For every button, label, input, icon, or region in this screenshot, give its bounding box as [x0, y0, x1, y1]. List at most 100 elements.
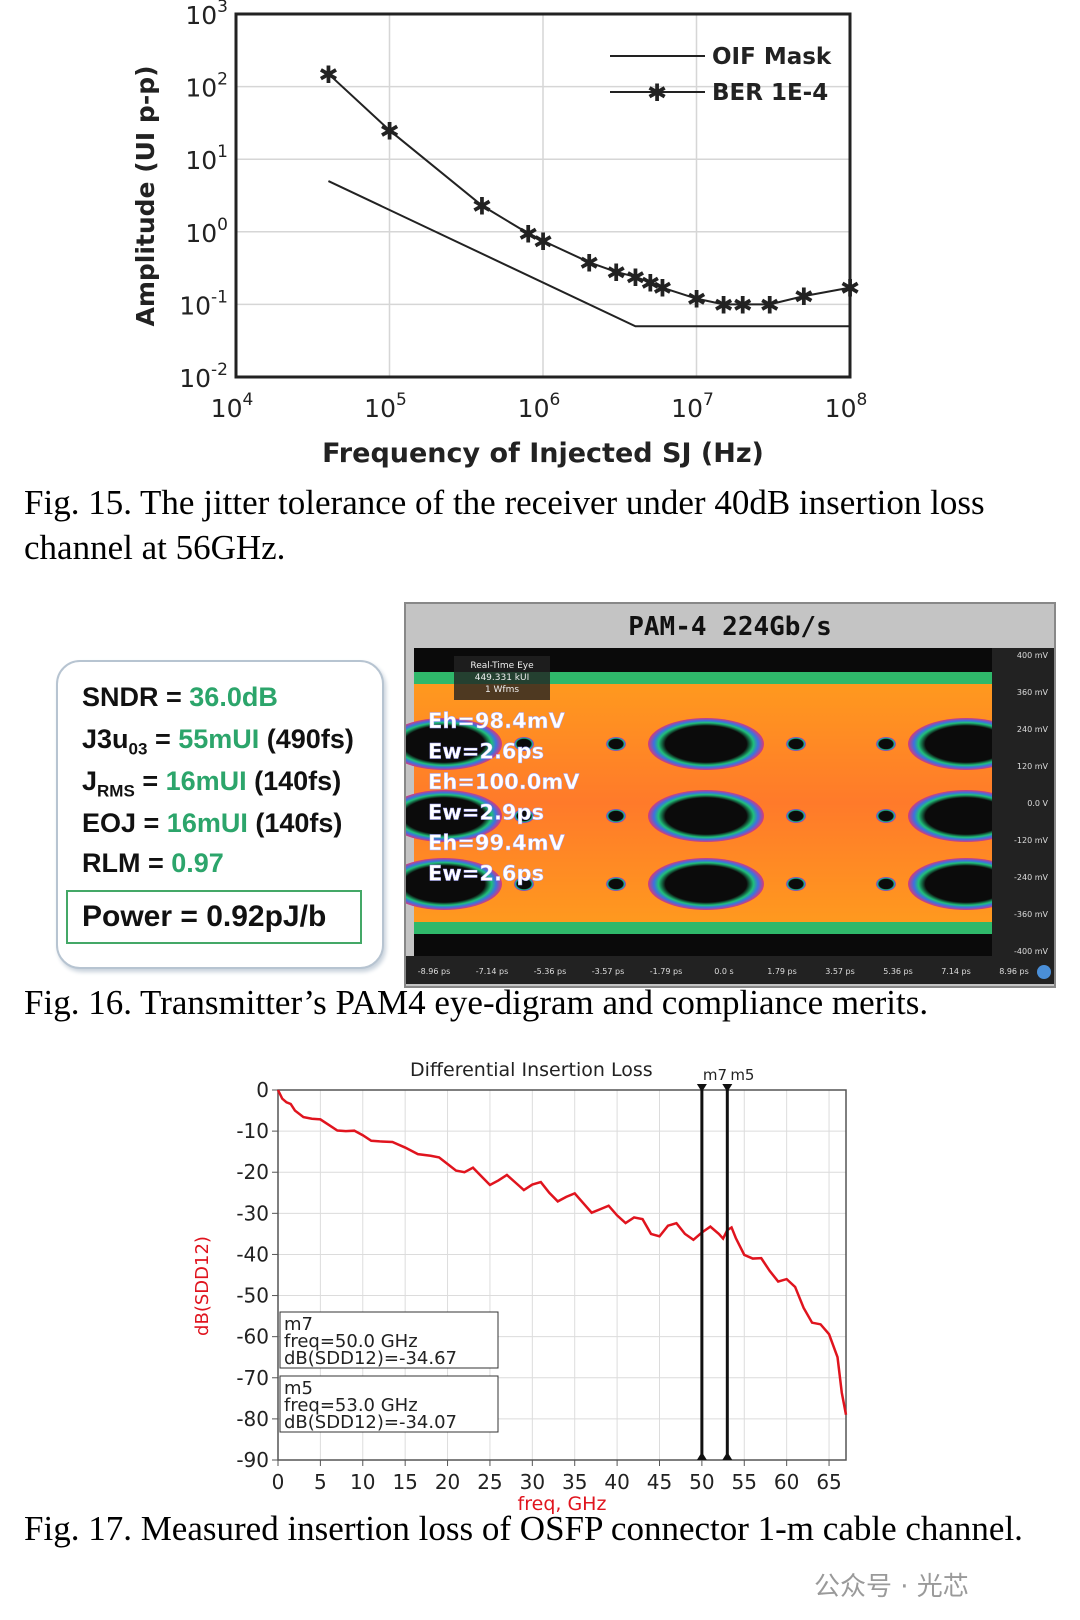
eye-right-axis — [992, 648, 1054, 956]
eye-crossing — [606, 877, 626, 891]
marker-name: m5 — [284, 1378, 313, 1399]
eye-x-tick-label: 8.96 ps — [999, 967, 1029, 976]
eye-x-tick-label: -8.96 ps — [418, 967, 451, 976]
x-axis-label: Frequency of Injected SJ (Hz) — [322, 438, 764, 469]
x-tick-label: 40 — [604, 1470, 629, 1494]
eye-crossing — [786, 877, 806, 891]
eye-y-ticks: 400 mV 360 mV 240 mV 120 mV 0.0 V -120 mV -240… — [1014, 651, 1048, 956]
legend-label-oif-mask: OIF Mask — [712, 44, 832, 70]
merit-rlm: RLM = 0.97 — [82, 848, 224, 878]
series-line-ber — [327, 73, 851, 306]
marker-label: m7 — [703, 1066, 727, 1084]
data-point-star: ✱ — [713, 291, 733, 319]
eye-x-tick-label: -7.14 ps — [476, 967, 509, 976]
eye-y-tick-label: -240 mV — [1014, 873, 1048, 882]
eye-diagram-title: PAM-4 224Gb/s — [628, 612, 832, 642]
x-tick-label: 0 — [272, 1470, 285, 1494]
data-point-star: ✱ — [379, 117, 399, 145]
eye-measurement-label: Ew=2.6ps — [428, 862, 544, 886]
data-point-star: ✱ — [686, 286, 706, 314]
eye-opening — [648, 790, 764, 842]
data-point-star: ✱ — [318, 61, 338, 89]
y-tick-label: 101 — [185, 142, 228, 175]
marker-triangle-top — [722, 1084, 733, 1092]
marker-label: m5 — [730, 1066, 754, 1084]
eye-y-tick-label: 240 mV — [1017, 725, 1049, 734]
y-tick-label: 102 — [185, 70, 228, 103]
plot-frame — [277, 1089, 847, 1461]
data-point-star: ✱ — [652, 275, 672, 303]
data-point-star: ✱ — [533, 228, 553, 256]
eye-opening — [406, 858, 502, 910]
legend-label-ber: BER 1E-4 — [712, 80, 828, 106]
merit-j3u: J3u03 = 55mUI (490fs) — [82, 724, 354, 759]
y-axis-label: dB(SDD12) — [192, 1236, 213, 1336]
marker-value: dB(SDD12)=-34.67 — [284, 1348, 457, 1369]
data-point-star: ✱ — [733, 291, 753, 319]
marker-triangle-bottom — [696, 1452, 707, 1460]
y-tick-label: 10-2 — [179, 360, 228, 393]
data-point-star: ✱ — [472, 193, 492, 221]
marker-lines: m7 m5 — [696, 1066, 754, 1460]
x-tick-label: 104 — [211, 390, 254, 423]
eye-x-tick-label: -3.57 ps — [592, 967, 625, 976]
fig15-caption: Fig. 15. The jitter tolerance of the rec… — [24, 483, 985, 567]
y-tick-label: -70 — [236, 1366, 269, 1390]
y-tick-label: 10-1 — [179, 287, 228, 320]
x-tick-label: 15 — [392, 1470, 417, 1494]
x-tick-label: 107 — [671, 390, 714, 423]
eye-y-tick-label: 360 mV — [1017, 688, 1049, 697]
eye-scroll-icon[interactable] — [1037, 965, 1051, 979]
eye-crossing — [514, 737, 534, 751]
eye-opening — [406, 718, 502, 770]
data-point-star: ✱ — [640, 270, 660, 298]
eye-y-tick-label: 0.0 V — [1027, 799, 1048, 808]
y-axis-label: Amplitude (UI p-p) — [131, 65, 160, 326]
eye-x-ticks: -8.96 ps -7.14 ps -5.36 ps -3.57 ps -1.79 ps… — [418, 967, 1029, 976]
x-tick-label: 105 — [364, 390, 407, 423]
eye-bottom-rail — [414, 922, 992, 934]
eye-bottom-axis — [406, 956, 1054, 984]
eye-measurements: Eh=98.4mV Ew=2.6ps Eh=100.0mV Ew=2.9ps Eh=99… — [428, 709, 581, 886]
eye-y-tick-label: 400 mV — [1017, 651, 1049, 660]
legend: OIF Mask ✱ BER 1E-4 — [610, 44, 832, 107]
eye-crossing — [606, 809, 626, 823]
eye-info-text: Real-Time Eye 449.331 kUI 1 Wfms — [470, 661, 534, 695]
y-tick-label: -40 — [236, 1242, 269, 1266]
eye-x-tick-label: -1.79 ps — [650, 967, 683, 976]
eye-x-tick-label: 1.79 ps — [767, 967, 797, 976]
plot-frame — [234, 12, 852, 379]
chart-series: ✱✱✱✱✱✱ ✱ ✱✱✱ ✱ ✱ ✱ ✱ ✱ ✱ — [318, 61, 860, 328]
data-point-star: ✱ — [518, 220, 538, 248]
y-tick-label: 100 — [185, 215, 228, 248]
eye-crossing — [514, 877, 534, 891]
fig17-caption: Fig. 17. Measured insertion loss of OSFP… — [24, 1509, 1023, 1548]
eye-crossing — [876, 809, 896, 823]
eye-measurement-label: Ew=2.9ps — [428, 801, 544, 825]
data-point-star: ✱ — [794, 283, 814, 311]
eye-info-box — [454, 656, 550, 700]
y-tick-label: -20 — [236, 1160, 269, 1184]
merit-eoj: EOJ = 16mUI (140fs) — [82, 808, 343, 838]
eye-crossing — [876, 737, 896, 751]
series-line-sdd12 — [276, 1089, 848, 1416]
eye-crossing — [606, 737, 626, 751]
y-tick-label: 0 — [256, 1078, 269, 1102]
wechat-watermark: 公众号 · 光芯 — [814, 1572, 969, 1602]
eye-info-line: Real-Time Eye — [470, 661, 534, 671]
x-tick-label: 20 — [435, 1470, 460, 1494]
marker-box-m5: m5 freq=53.0 GHz dB(SDD12)=-34.07 — [279, 1375, 499, 1433]
x-tick-label: 35 — [562, 1470, 587, 1494]
marker-value: dB(SDD12)=-34.07 — [284, 1412, 457, 1433]
fig16-caption: Fig. 16. Transmitter’s PAM4 eye-digram a… — [24, 983, 929, 1022]
legend-star-marker: ✱ — [647, 79, 667, 107]
eye-x-tick-label: 0.0 s — [714, 967, 733, 976]
merit-jrms: JRMS = 16mUI (140fs) — [82, 766, 342, 801]
eye-crossing — [514, 809, 534, 823]
y-tick-label: -10 — [236, 1119, 269, 1143]
eye-top-rail — [414, 672, 992, 684]
marker-triangle-top — [696, 1084, 707, 1092]
marker-box-m7: m7 freq=50.0 GHz dB(SDD12)=-34.67 — [279, 1311, 499, 1369]
merit-power: Power = 0.92pJ/b — [66, 890, 362, 944]
y-tick-label: 103 — [185, 0, 228, 30]
